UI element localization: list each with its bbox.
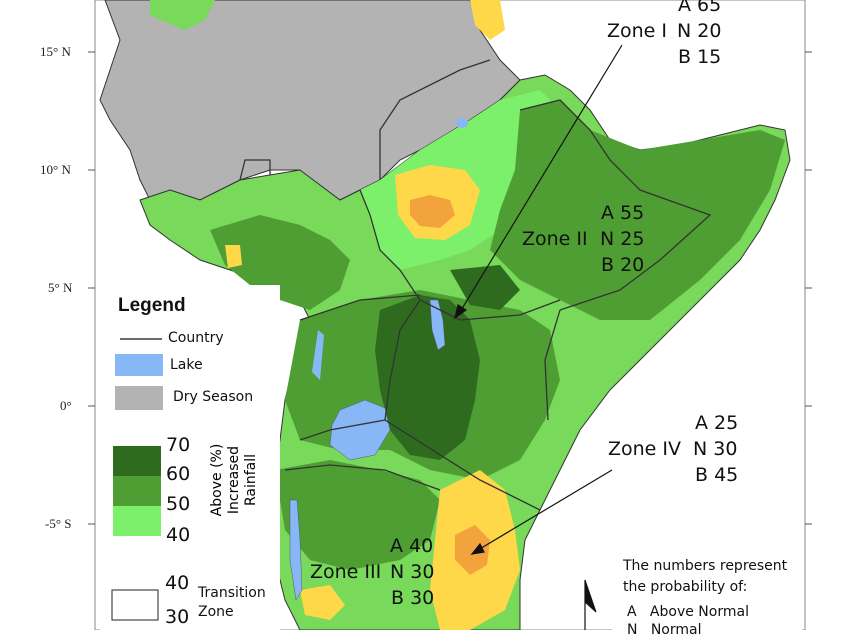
legend-dry-season-label: Dry Season <box>173 389 254 405</box>
legend-break-50: 50 <box>166 493 191 515</box>
zone-arrows <box>454 44 623 555</box>
lake-tanganyika <box>289 499 303 601</box>
yellow-north <box>470 0 505 40</box>
zone1-name: Zone I <box>607 20 668 42</box>
legend-rotated-line2: Increased Rainfall <box>226 445 259 515</box>
legend-break-60: 60 <box>166 463 191 485</box>
swatch-50-60 <box>113 476 161 506</box>
mid-green-west <box>210 215 350 310</box>
note-line3: A Above Normal <box>627 604 749 620</box>
yellow-patch-west <box>225 245 242 268</box>
legend-rotated-line1: Above (%) <box>209 443 225 517</box>
swatch-40-50 <box>113 506 161 536</box>
orange-tanzania <box>455 525 490 575</box>
zone3-above: A 40 <box>390 535 434 557</box>
note-background <box>612 548 802 630</box>
orange-ethiopia <box>410 195 455 228</box>
lake-albert <box>312 330 324 380</box>
transition-label-2: Zone <box>198 604 234 620</box>
lake-turkana <box>429 299 446 351</box>
mid-green-horn <box>490 100 785 320</box>
zone2-name: Zone II <box>522 228 588 250</box>
lake-tana <box>456 118 468 128</box>
lat-label-5n: 5° N <box>48 280 73 295</box>
dry-season-swatch <box>115 386 163 410</box>
lat-label-0: 0° <box>60 398 72 413</box>
mid-green-south <box>275 460 440 570</box>
zone4-name: Zone IV <box>608 438 682 460</box>
zone4-above: A 25 <box>695 412 739 434</box>
zone3-name: Zone III <box>310 561 382 583</box>
lake-swatch <box>115 354 163 376</box>
legend-title: Legend <box>118 295 186 316</box>
transition-swatch <box>111 589 159 621</box>
note-line4: N Normal <box>627 622 702 638</box>
transition-top-value: 40 <box>165 572 190 594</box>
note-line1: The numbers represent <box>623 558 788 574</box>
zone1-above: A 65 <box>678 0 722 16</box>
zone1-normal: N 20 <box>677 20 722 42</box>
zone4-below: B 45 <box>695 464 739 486</box>
zone3-below: B 30 <box>391 587 435 609</box>
zone2-below: B 20 <box>601 254 645 276</box>
lat-label-5s: -5° S <box>45 516 72 531</box>
zone1-below: B 15 <box>678 46 722 68</box>
yellow-patch-southwest <box>300 585 345 620</box>
zone3-normal: N 30 <box>390 561 435 583</box>
dark-green-core <box>375 295 480 460</box>
legend-rotated-title: Above (%) Increased Rainfall <box>209 425 260 535</box>
legend-break-40: 40 <box>166 524 191 546</box>
legend-break-70: 70 <box>166 434 191 456</box>
lat-label-15n: 15° N <box>40 44 71 59</box>
note-line2: the probability of: <box>623 579 748 595</box>
swatch-60-70 <box>113 446 161 476</box>
country-borders <box>239 59 712 511</box>
green-patch-north <box>150 0 215 30</box>
latitude-ticks <box>88 51 812 525</box>
transition-bottom-value: 30 <box>165 606 190 628</box>
zone4-normal: N 30 <box>693 438 738 460</box>
zone2-normal: N 25 <box>600 228 645 250</box>
north-arrow-icon <box>584 579 597 630</box>
legend-lake-label: Lake <box>170 357 203 373</box>
legend-country-label: Country <box>168 330 224 346</box>
zone2-above: A 55 <box>601 202 645 224</box>
lake-victoria <box>329 399 391 461</box>
lat-label-10n: 10° N <box>40 162 71 177</box>
transition-label-1: Transition <box>198 585 266 601</box>
